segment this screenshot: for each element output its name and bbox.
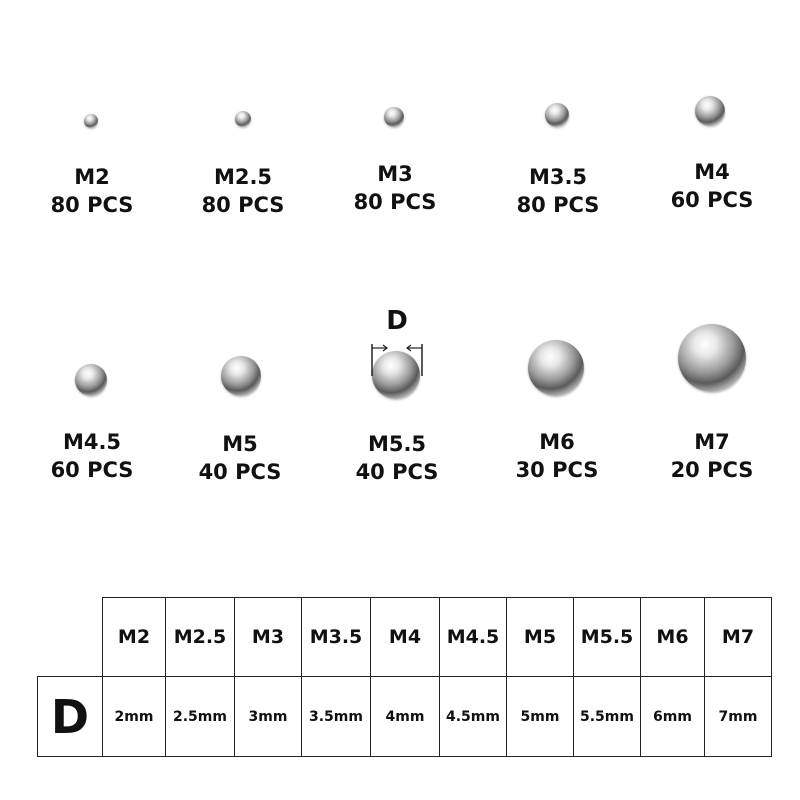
size-label: M6 [539, 430, 575, 454]
header-cell: M5 [506, 597, 574, 677]
header-cell: M4.5 [439, 597, 507, 677]
size-label: M7 [694, 430, 730, 454]
size-label: M2.5 [213, 165, 273, 189]
quantity-label: 40 PCS [355, 460, 439, 484]
ball-label: M3.5 80 PCS [488, 163, 628, 219]
value-cell: 7mm [704, 676, 772, 757]
diameter-annotation: D [369, 306, 425, 376]
value-cell: 4mm [370, 676, 440, 757]
value-cell: 4.5mm [439, 676, 507, 757]
value-cell: 2mm [102, 676, 166, 757]
ball-label: M4 60 PCS [642, 158, 782, 214]
quantity-label: 60 PCS [670, 188, 754, 212]
ball-label: M2 80 PCS [22, 163, 162, 219]
steel-ball-m3-5 [545, 103, 569, 127]
ball-label: M3 80 PCS [325, 160, 465, 216]
header-cell: M7 [704, 597, 772, 677]
steel-ball-m5 [221, 356, 261, 396]
empty-corner-cell [37, 597, 103, 677]
value-cell: 2.5mm [165, 676, 235, 757]
steel-ball-m7 [678, 324, 746, 392]
diameter-label: D [386, 306, 408, 336]
value-cell: 3mm [234, 676, 302, 757]
quantity-label: 40 PCS [198, 460, 282, 484]
size-table: M2 M2.5 M3 M3.5 M4 M4.5 M5 M5.5 M6 M7 D 2mm 2.5mm 3… [37, 597, 772, 757]
header-cell: M4 [370, 597, 440, 677]
header-cell: M3 [234, 597, 302, 677]
quantity-label: 80 PCS [353, 190, 437, 214]
size-label: M3 [377, 162, 413, 186]
steel-ball-m6 [528, 340, 584, 396]
ball-label: M6 30 PCS [487, 428, 627, 484]
header-cell: M2 [102, 597, 166, 677]
steel-ball-m4-5 [75, 364, 107, 396]
value-cell: 5mm [506, 676, 574, 757]
diameter-arrows-icon [371, 344, 423, 376]
steel-ball-m2 [84, 114, 98, 128]
ball-label: M5.5 40 PCS [327, 430, 467, 486]
value-cell: 3.5mm [301, 676, 371, 757]
value-cell: 5.5mm [573, 676, 641, 757]
steel-ball-m4 [695, 96, 725, 126]
ball-label: M4.5 60 PCS [22, 428, 162, 484]
diameter-row: D 2mm 2.5mm 3mm 3.5mm 4mm 4.5mm 5mm 5.5mm 6mm 7mm [37, 676, 772, 757]
header-cell: M2.5 [165, 597, 235, 677]
size-label: M2 [74, 165, 110, 189]
diameter-row-label: D [37, 676, 103, 757]
size-header-row: M2 M2.5 M3 M3.5 M4 M4.5 M5 M5.5 M6 M7 [37, 597, 772, 677]
ball-label: M2.5 80 PCS [173, 163, 313, 219]
quantity-label: 20 PCS [670, 458, 754, 482]
quantity-label: 60 PCS [50, 458, 134, 482]
size-label: M3.5 [528, 165, 588, 189]
size-label: M4.5 [62, 430, 122, 454]
steel-ball-m5-5 [372, 351, 420, 399]
quantity-label: 80 PCS [201, 193, 285, 217]
steel-ball-m2-5 [235, 111, 251, 127]
size-label: M4 [694, 160, 730, 184]
quantity-label: 80 PCS [50, 193, 134, 217]
header-cell: M3.5 [301, 597, 371, 677]
quantity-label: 80 PCS [516, 193, 600, 217]
header-cell: M6 [640, 597, 705, 677]
steel-ball-m3 [384, 107, 404, 127]
size-label: M5 [222, 432, 258, 456]
ball-label: M7 20 PCS [642, 428, 782, 484]
size-label: M5.5 [367, 432, 427, 456]
quantity-label: 30 PCS [515, 458, 599, 482]
header-cell: M5.5 [573, 597, 641, 677]
ball-label: M5 40 PCS [170, 430, 310, 486]
value-cell: 6mm [640, 676, 705, 757]
